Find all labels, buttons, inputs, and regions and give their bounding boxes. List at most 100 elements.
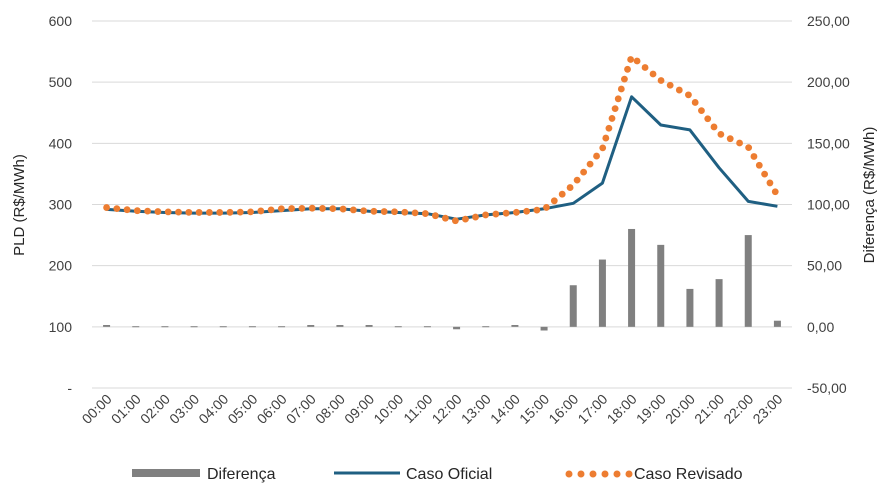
dot [370, 207, 378, 215]
x-axis-tick-label: 02:00 [137, 391, 173, 427]
dot [247, 208, 254, 216]
dot [736, 139, 743, 147]
dot [580, 168, 588, 176]
right-axis-tick-label: 200,00 [807, 74, 850, 90]
x-axis-tick-label: 22:00 [720, 391, 756, 427]
x-axis-tick-label: 18:00 [604, 391, 640, 427]
line-caso-oficial [106, 95, 778, 221]
dot [492, 210, 500, 218]
dot [698, 107, 705, 115]
dot [771, 188, 779, 196]
dot [602, 134, 610, 142]
bar [336, 324, 344, 327]
x-axis-tick-label: 01:00 [108, 391, 144, 427]
dot [441, 214, 449, 222]
bar [453, 326, 461, 330]
dot [195, 209, 203, 216]
dot [288, 205, 296, 212]
dot [586, 160, 594, 168]
dot [614, 95, 622, 103]
x-axis-tick-label: 21:00 [691, 391, 727, 427]
dot [462, 215, 469, 223]
dot [599, 144, 607, 152]
dot [267, 206, 275, 214]
dot [205, 209, 213, 216]
dot [502, 209, 510, 217]
dot [411, 209, 419, 217]
dot [257, 207, 265, 215]
dot [533, 206, 541, 214]
legend: Diferença Caso Oficial Caso Revisado [132, 466, 743, 483]
dot [523, 207, 531, 215]
bar [569, 285, 577, 327]
right-axis-title: Diferença (R$/MWh) [861, 127, 878, 264]
dot [745, 144, 753, 152]
dot [512, 208, 520, 216]
bar [511, 324, 519, 327]
dot [175, 208, 182, 216]
x-axis-tick-label: 17:00 [574, 391, 610, 427]
x-axis-tick-label: 08:00 [312, 391, 348, 427]
bar [482, 326, 490, 328]
bar [773, 320, 781, 327]
right-axis-tick-label: 50,00 [807, 258, 842, 274]
dot [627, 56, 635, 63]
dot [421, 210, 429, 217]
dot [431, 212, 439, 220]
dot [391, 208, 398, 216]
dot [216, 209, 224, 216]
dot [329, 205, 337, 213]
x-axis-tick-label: 13:00 [458, 391, 494, 427]
legend-label-caso-revisado: Caso Revisado [634, 466, 743, 483]
dot [657, 77, 665, 84]
dot [319, 205, 326, 212]
dot [451, 217, 459, 225]
dot [401, 208, 409, 216]
dot [761, 170, 769, 178]
line-series-caso-oficial [106, 95, 778, 221]
dot [766, 179, 774, 187]
x-axis-tick-label: 10:00 [370, 391, 406, 427]
dot [472, 213, 479, 221]
left-axis-tick-label: 200 [49, 258, 73, 274]
bar [715, 279, 723, 327]
x-axis-tick-label: 15:00 [516, 391, 552, 427]
dot [543, 204, 550, 211]
dot [675, 86, 683, 94]
dot [755, 161, 763, 169]
dot [621, 75, 628, 83]
x-axis-tick-label: 04:00 [195, 391, 231, 427]
dot [123, 206, 131, 214]
bar [423, 326, 431, 328]
legend-swatch-diferenca [132, 469, 200, 477]
left-axis-tick-label: 600 [49, 13, 73, 29]
bar [365, 324, 373, 327]
dot [558, 190, 566, 198]
x-axis-tick-label: 12:00 [429, 391, 465, 427]
dot [185, 208, 193, 216]
dot [360, 207, 368, 215]
left-axis-tick-label: 400 [49, 135, 73, 151]
x-axis-tick-label: 00:00 [79, 391, 115, 427]
bar-series-diferenca [103, 228, 781, 331]
bar [278, 326, 286, 328]
bar [744, 235, 752, 327]
x-axis-tick-label: 16:00 [545, 391, 581, 427]
dot [633, 57, 641, 65]
dot [573, 176, 581, 184]
dot [349, 206, 357, 214]
bar [628, 228, 636, 327]
right-axis-tick-label: 100,00 [807, 197, 850, 213]
dot [608, 115, 616, 122]
dot [144, 207, 152, 215]
right-axis-tick-label: 0,00 [807, 319, 834, 335]
bar [161, 326, 169, 328]
dot [605, 124, 613, 132]
dot [593, 152, 600, 160]
x-axis-tick-label: 14:00 [487, 391, 523, 427]
x-axis-tick-label: 09:00 [341, 391, 377, 427]
bar [219, 326, 227, 328]
legend-swatch-caso-revisado [565, 470, 633, 478]
dot [566, 184, 574, 191]
